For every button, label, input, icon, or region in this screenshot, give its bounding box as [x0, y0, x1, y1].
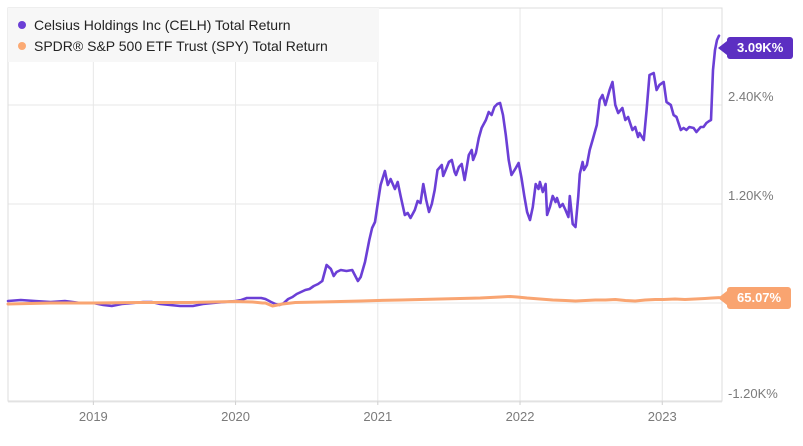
x-axis-label-2021: 2021 [363, 409, 393, 424]
celh-series-dot-icon [18, 20, 26, 29]
spy-series-dot-icon [18, 41, 26, 50]
legend-label-spy: SPDR® S&P 500 ETF Trust (SPY) Total Retu… [34, 37, 328, 54]
spy-badge-arrow-icon [718, 290, 727, 305]
y-axis-label-neg1200: -1.20K% [728, 386, 778, 401]
celh-badge-arrow-icon [718, 41, 727, 56]
legend-label-celh: Celsius Holdings Inc (CELH) Total Return [34, 16, 291, 33]
spy-value-badge: 65.07% [718, 286, 792, 309]
x-axis-label-2022: 2022 [505, 409, 535, 424]
y-axis-label-1200: 1.20K% [728, 188, 774, 203]
chart-legend: Celsius Holdings Inc (CELH) Total Return… [8, 8, 379, 62]
x-axis-label-2020: 2020 [221, 409, 251, 424]
legend-item-celh[interactable]: Celsius Holdings Inc (CELH) Total Return [18, 16, 379, 34]
x-axis-label-2023: 2023 [647, 409, 677, 424]
celh-value-badge: 3.09K% [718, 37, 794, 60]
y-axis-label-2400: 2.40K% [728, 89, 774, 104]
celh-badge-value: 3.09K% [727, 37, 794, 60]
x-axis-label-2019: 2019 [78, 409, 108, 424]
legend-item-spy[interactable]: SPDR® S&P 500 ETF Trust (SPY) Total Retu… [18, 37, 379, 55]
spy-badge-value: 65.07% [727, 286, 792, 309]
